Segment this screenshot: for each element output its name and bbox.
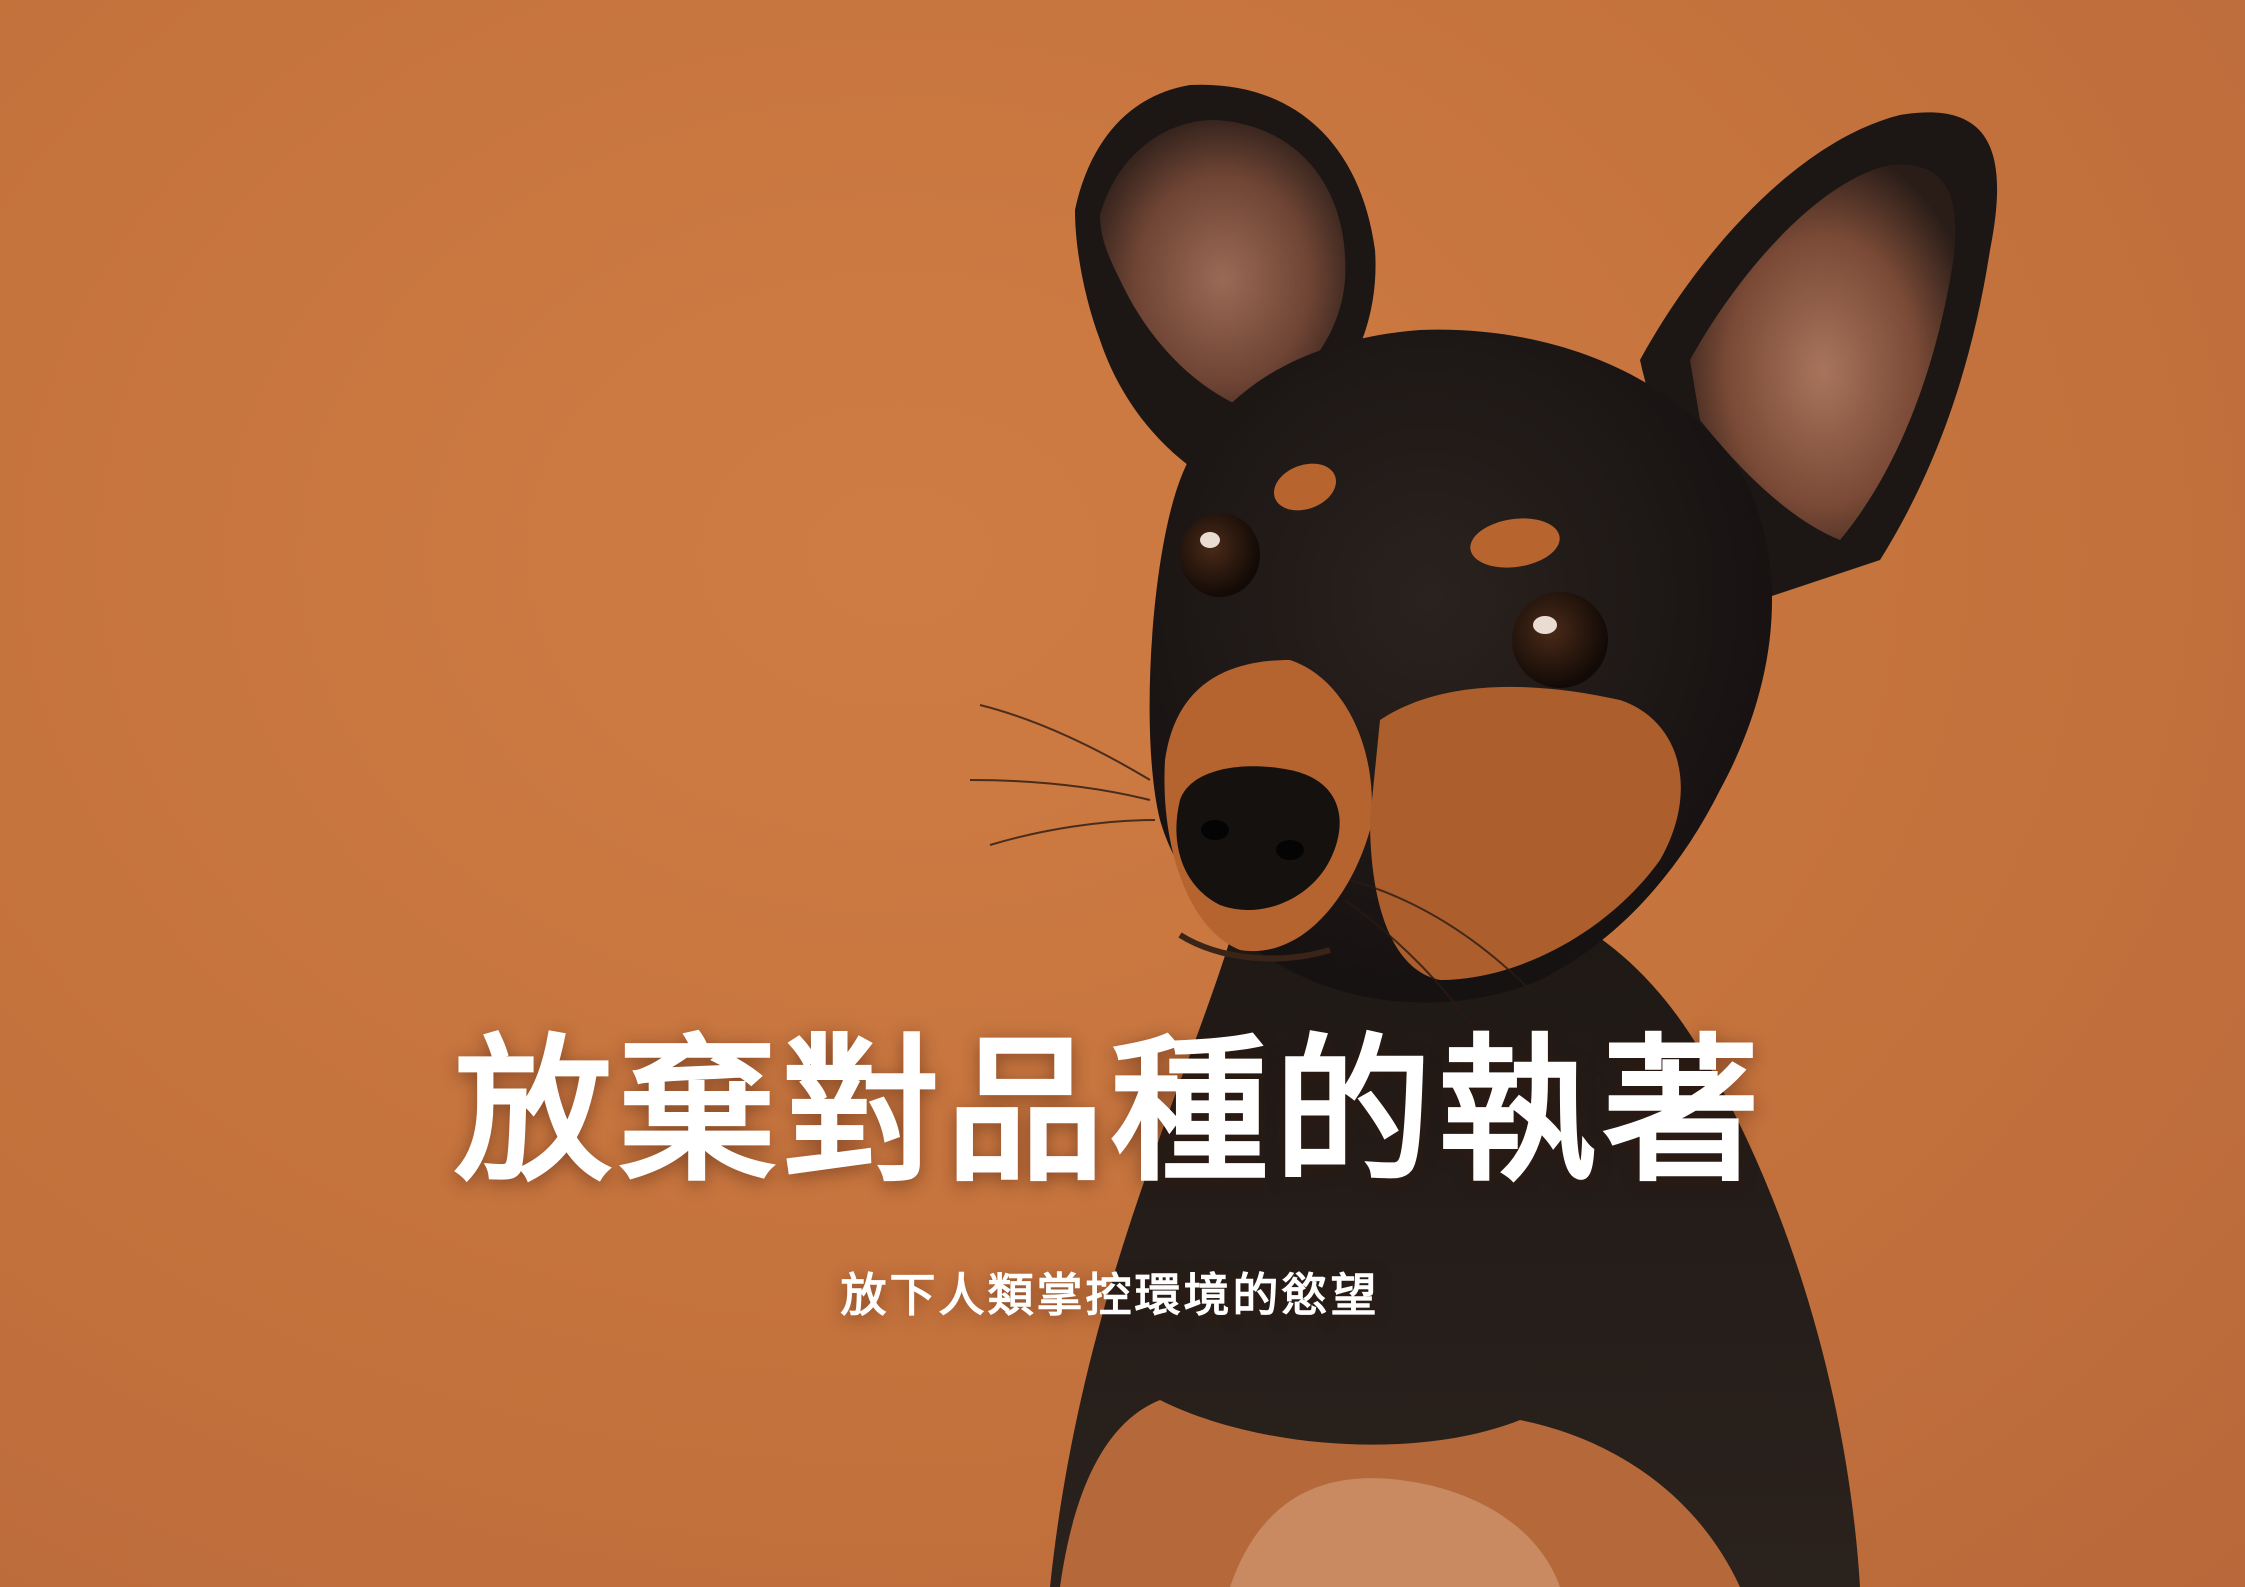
poster-title: 放棄對品種的執著	[454, 1019, 1766, 1204]
poster-subtitle: 放下人類掌控環境的慾望	[840, 1267, 1380, 1322]
headline-block: 放棄對品種的執著 放下人類掌控環境的慾望	[330, 1025, 1890, 1325]
